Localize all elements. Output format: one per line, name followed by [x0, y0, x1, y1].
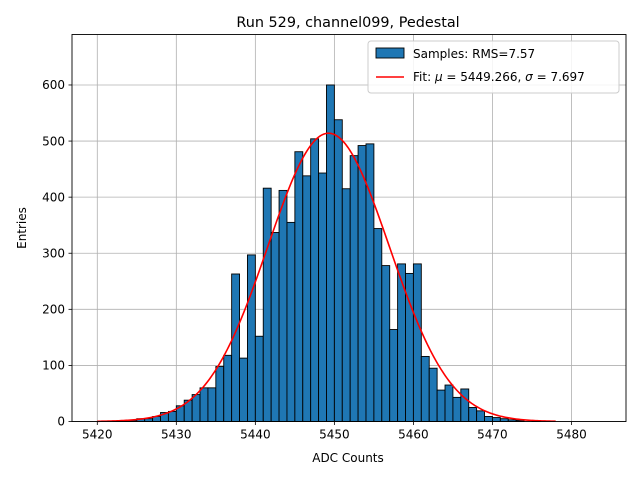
x-tick-label: 5460 — [398, 428, 429, 442]
histogram-bar — [326, 84, 335, 422]
histogram-bar — [207, 387, 217, 422]
histogram-bar — [294, 151, 304, 422]
histogram-bar — [341, 188, 351, 422]
x-tick-label: 5430 — [161, 428, 192, 442]
chart-title: Run 529, channel099, Pedestal — [236, 15, 459, 31]
legend-box — [367, 40, 620, 94]
histogram-bars — [112, 84, 541, 422]
histogram-bar — [302, 175, 312, 422]
y-tick-label: 0 — [57, 415, 65, 429]
histogram-bar — [246, 254, 256, 422]
x-tick-label: 5470 — [477, 428, 508, 442]
histogram-bar — [262, 187, 272, 422]
y-axis-label: Entries — [15, 207, 29, 249]
histogram-bar — [389, 329, 399, 422]
x-axis-label: ADC Counts — [312, 451, 384, 465]
histogram-bar — [460, 388, 470, 422]
histogram-bar — [239, 357, 248, 422]
x-tick-label: 5440 — [240, 428, 271, 442]
y-tick-label: 400 — [42, 190, 65, 204]
histogram-bar — [167, 410, 177, 422]
legend: Samples: RMS=7.57 Fit: μ = 5449.266, σ =… — [367, 40, 620, 94]
histogram-bar — [428, 367, 438, 422]
histogram-bar — [215, 366, 225, 422]
legend-swatch-samples — [375, 47, 405, 59]
histogram-bar — [199, 387, 209, 422]
gaussian-fit-line — [97, 132, 556, 423]
x-tick-label: 5420 — [82, 428, 113, 442]
histogram-bar — [223, 354, 233, 422]
plot-frame — [71, 34, 627, 422]
y-tick-label: 500 — [42, 134, 65, 148]
y-tick-label: 100 — [42, 359, 65, 373]
histogram-bar — [476, 410, 485, 422]
x-axis-ticks: 5420 5430 5440 5450 5460 5470 5480 — [82, 421, 587, 442]
histogram-bar — [484, 416, 493, 422]
histogram-bar — [436, 389, 446, 422]
x-tick-label: 5450 — [319, 428, 350, 442]
histogram-bar — [191, 394, 201, 422]
legend-label-fit: Fit: μ = 5449.266, σ = 7.697 — [413, 70, 585, 84]
histogram-bar — [278, 189, 288, 422]
histogram-bar — [491, 417, 501, 422]
histogram-bar — [381, 265, 391, 422]
histogram-bar — [254, 335, 264, 422]
histogram-bar — [357, 145, 367, 422]
y-tick-label: 300 — [42, 246, 65, 260]
histogram-bar — [310, 138, 320, 422]
legend-label-samples: Samples: RMS=7.57 — [413, 47, 535, 61]
histogram-bar — [270, 232, 280, 422]
histogram-bar — [452, 396, 462, 422]
histogram-bar — [333, 119, 343, 422]
y-tick-label: 200 — [42, 303, 65, 317]
histogram-bar — [286, 221, 296, 422]
histogram-bar — [318, 172, 327, 422]
histogram-bar — [412, 263, 422, 422]
y-axis-ticks: 0 100 200 300 400 500 600 — [42, 78, 72, 429]
x-tick-label: 5480 — [556, 428, 587, 442]
y-tick-label: 600 — [42, 78, 65, 92]
histogram-bar — [231, 273, 240, 422]
histogram-bar — [444, 384, 454, 422]
histogram-bar — [420, 355, 430, 422]
histogram-bar — [373, 228, 383, 422]
histogram-bar — [468, 407, 478, 422]
histogram-bar — [349, 155, 359, 422]
